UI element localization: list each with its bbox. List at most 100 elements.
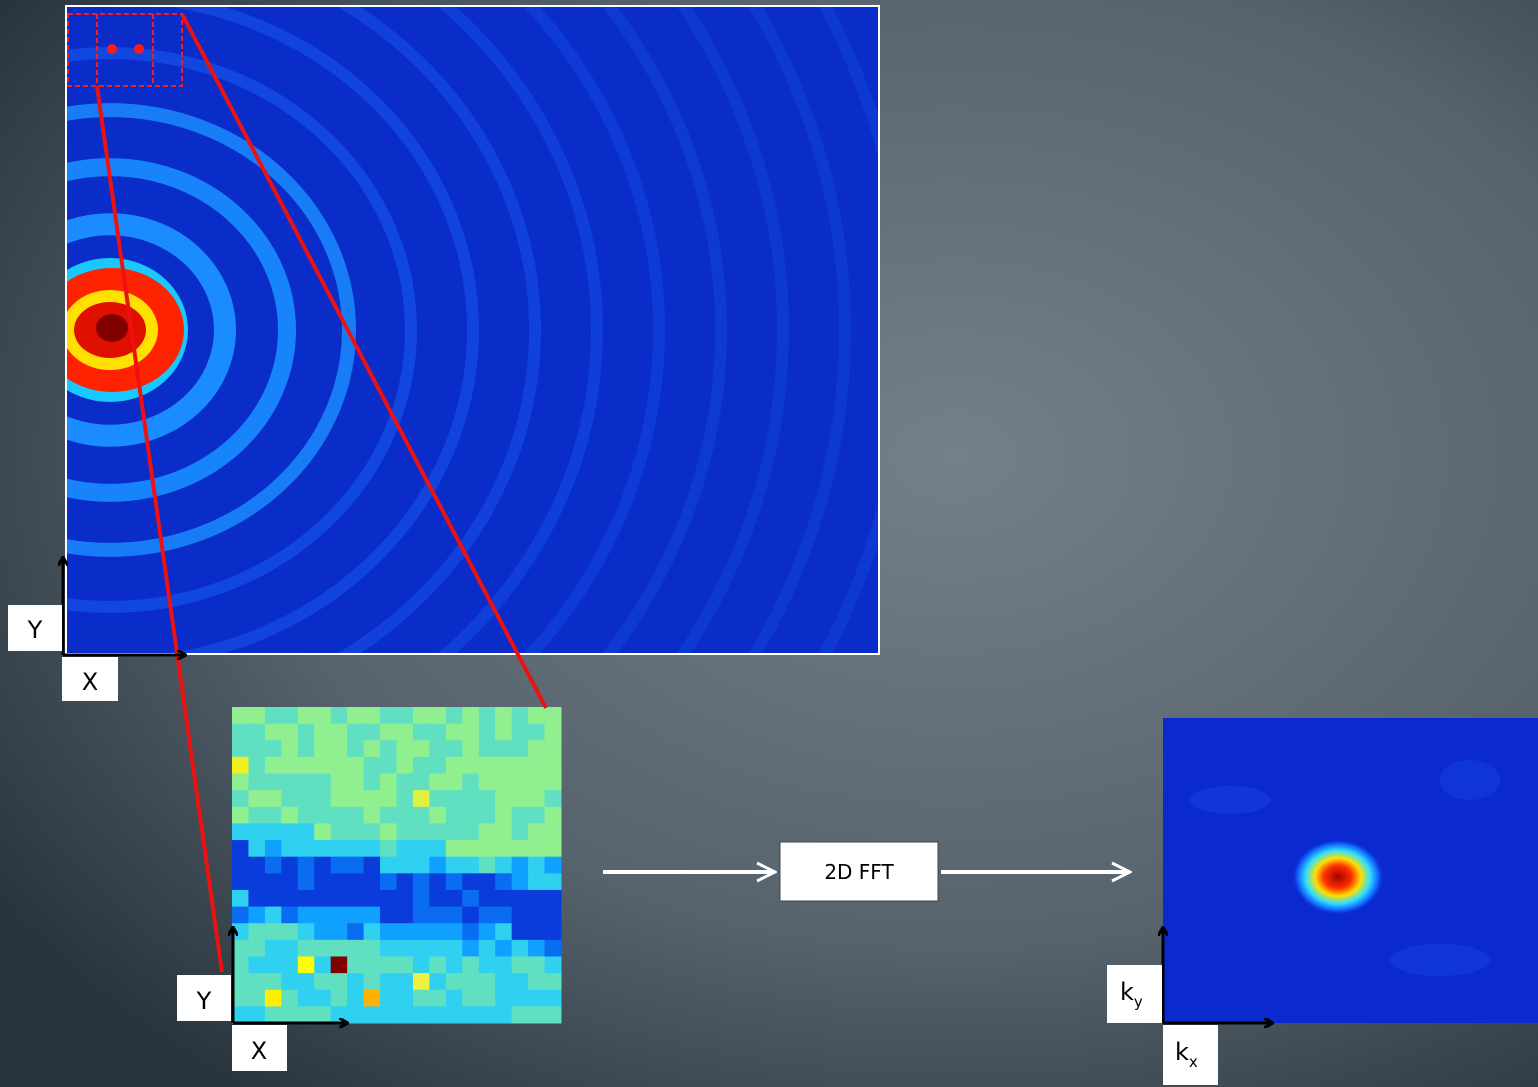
- pixel: [265, 774, 282, 791]
- pixel: [347, 823, 364, 840]
- pixel: [528, 823, 545, 840]
- label-base: k: [1120, 978, 1134, 1006]
- pixel: [495, 990, 512, 1007]
- pixel: [545, 940, 562, 957]
- pixel: [397, 757, 414, 774]
- pixel: [512, 907, 529, 924]
- pixel: [347, 956, 364, 973]
- pixel: [413, 840, 430, 857]
- pixel: [347, 907, 364, 924]
- pixel: [446, 1006, 463, 1023]
- pixel: [429, 1006, 446, 1023]
- pixel: [314, 707, 331, 724]
- pixel: [462, 940, 479, 957]
- pixel: [331, 940, 348, 957]
- process-label: 2D FFT: [824, 860, 894, 884]
- pixel: [298, 724, 315, 741]
- pixel: [314, 923, 331, 940]
- pixel: [248, 923, 265, 940]
- pixel: [364, 956, 381, 973]
- pixel: [331, 990, 348, 1007]
- pixel: [248, 873, 265, 890]
- pixel: [397, 790, 414, 807]
- pixel: [495, 940, 512, 957]
- pixel: [462, 990, 479, 1007]
- pixel: [495, 973, 512, 990]
- pixel: [248, 840, 265, 857]
- pixel: [397, 907, 414, 924]
- pixel: [462, 857, 479, 874]
- pixel: [347, 790, 364, 807]
- pixel: [462, 873, 479, 890]
- pixel: [495, 956, 512, 973]
- pixel: [446, 790, 463, 807]
- pixel: [429, 823, 446, 840]
- label-subscript: x: [1189, 1053, 1198, 1071]
- pixel: [232, 940, 249, 957]
- pixel: [314, 840, 331, 857]
- pixel: [446, 873, 463, 890]
- pixel: [528, 807, 545, 824]
- pixel: [364, 740, 381, 757]
- pixel: [413, 724, 430, 741]
- pixel: [512, 807, 529, 824]
- pixel: [232, 1006, 249, 1023]
- pixel: [331, 840, 348, 857]
- pixel: [462, 923, 479, 940]
- pixel: [545, 840, 562, 857]
- pixel: [512, 724, 529, 741]
- pixel: [495, 1006, 512, 1023]
- pixel: [265, 956, 282, 973]
- pixel: [298, 707, 315, 724]
- pixel: [364, 923, 381, 940]
- pixel: [446, 840, 463, 857]
- pixel: [314, 740, 331, 757]
- pixel: [347, 774, 364, 791]
- pixel: [380, 990, 397, 1007]
- pixel: [429, 757, 446, 774]
- pixel: [265, 923, 282, 940]
- pixel: [331, 973, 348, 990]
- pixel: [429, 790, 446, 807]
- axis-label: X: [82, 668, 98, 696]
- pixel: [512, 990, 529, 1007]
- pixel: [479, 990, 496, 1007]
- pixel: [232, 840, 249, 857]
- pixel: [397, 740, 414, 757]
- pixel: [413, 757, 430, 774]
- pixel: [314, 956, 331, 973]
- pixel: [380, 724, 397, 741]
- pixel: [495, 907, 512, 924]
- pixel: [397, 1006, 414, 1023]
- pixel: [314, 907, 331, 924]
- pixel: [413, 973, 429, 990]
- pixel: [380, 890, 397, 907]
- pixel: [331, 873, 348, 890]
- pixel: [364, 707, 381, 724]
- pixel: [397, 840, 414, 857]
- pixel: [413, 1006, 430, 1023]
- pixel: [495, 790, 512, 807]
- pixel: [380, 790, 397, 807]
- pixel: [364, 890, 381, 907]
- pixel: [446, 857, 463, 874]
- pixel: [413, 990, 430, 1007]
- pixel: [462, 707, 479, 724]
- pixel: [512, 840, 529, 857]
- pixel: [512, 857, 529, 874]
- pixel: [347, 873, 364, 890]
- pixel: [413, 707, 430, 724]
- pixel: [331, 890, 348, 907]
- pixel: [281, 923, 298, 940]
- pixel: [331, 774, 348, 791]
- pixel: [364, 940, 381, 957]
- pixel: [364, 973, 381, 990]
- pixel: [397, 857, 414, 874]
- pixel: [462, 807, 479, 824]
- pixel: [512, 940, 529, 957]
- pixel: [281, 757, 298, 774]
- pixel: [380, 757, 397, 774]
- pixel: [545, 823, 562, 840]
- pixel: [281, 1006, 298, 1023]
- pixel: [397, 923, 414, 940]
